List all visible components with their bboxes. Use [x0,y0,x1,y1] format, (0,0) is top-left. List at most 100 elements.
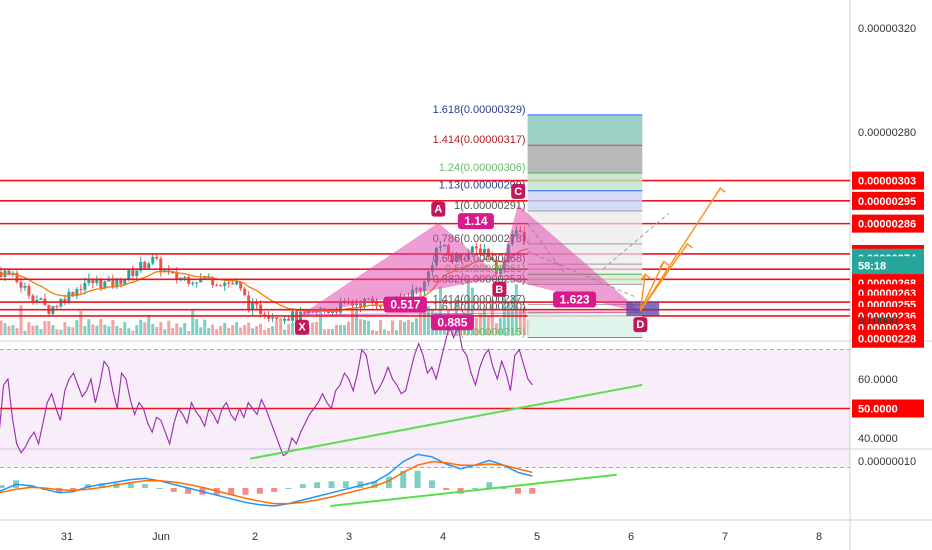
harmonic-point-label: X [298,322,306,334]
macd-histogram-bar [314,482,321,488]
candle-body [27,285,31,296]
harmonic-point-label: A [434,204,442,216]
harmonic-point-badge [431,201,446,217]
volume-bar [219,326,223,335]
candle-body [63,298,67,303]
volume-bar [95,325,99,335]
volume-bar [382,329,386,335]
volume-bar [267,328,271,335]
volume-bar [59,329,63,335]
candle-body [215,285,219,287]
volume-bar [482,309,486,335]
price-tag-label: 0.00000286 [858,219,916,231]
volume-bar [75,320,79,335]
volume-bar [255,326,259,335]
time-axis-tick: 5 [534,531,540,543]
macd-histogram-bar [142,484,149,488]
candle-body [195,282,199,284]
volume-bar [283,329,287,335]
candle-body [23,285,27,288]
candle-body [179,277,183,279]
volume-bar [151,323,155,335]
price-tag [852,214,924,233]
candle-body [55,306,59,308]
macd-histogram-bar [400,470,407,488]
volume-bar [215,329,219,335]
volume-bar [175,323,179,335]
fib-diagonal [602,213,669,270]
price-tag-label: 0.00000303 [858,176,916,188]
macd-histogram-bar [357,481,364,488]
candle-body [139,261,143,271]
harmonic-point-badge [492,281,507,297]
volume-bar [231,325,235,335]
volume-bar [275,320,279,335]
volume-bar [47,321,51,335]
candle-body [143,261,147,269]
volume-bar [39,329,43,335]
volume-bar [191,308,195,335]
macd-histogram-bar [70,488,77,490]
macd-histogram-bar [228,488,235,495]
time-axis-tick: 4 [440,531,446,543]
candle-body [474,246,478,249]
macd-line [0,453,533,507]
candle-body [123,278,127,285]
volume-bar [147,315,151,335]
volume-bar [87,319,91,335]
volume-bar [359,319,363,335]
volume-bar [363,319,367,335]
candle-body [239,281,243,289]
volume-bar [139,319,143,335]
volume-bar [422,308,426,335]
time-axis-tick: 2 [252,531,258,543]
volume-bar [291,323,295,335]
projection-arrowhead [682,242,693,251]
volume-bar [31,325,35,335]
volume-bar [247,322,251,335]
volume-bar [470,287,474,335]
candle-body [223,282,227,286]
candle-body [155,256,159,259]
price-tag [852,191,924,210]
macd-axis-tick: 0.00000010 [858,456,916,468]
volume-bar [394,330,398,335]
candle-body [486,248,490,258]
volume-bar [111,320,115,335]
harmonic-ratio-label: 1.623 [560,293,590,307]
volume-bar [83,326,87,335]
candle-body [359,303,363,307]
volume-bar [167,320,171,335]
price-tag-label: 0.00000295 [858,196,916,208]
macd-histogram-bar [170,488,177,492]
time-axis-tick: 7 [722,531,728,543]
volume-bar [490,299,494,335]
harmonic-ratio-label: 0.517 [390,298,420,312]
macd-histogram-bar [414,470,421,488]
volume-bar [311,322,315,335]
volume-bar [123,322,127,335]
candle-body [374,302,378,307]
volume-bar [243,325,247,335]
harmonic-ratio-badge [553,291,597,308]
candle-body [35,300,39,302]
candle-body [327,311,331,314]
volume-bar [223,322,227,335]
volume-bar [287,324,291,335]
volume-bar [386,330,390,335]
candle-body [378,306,382,308]
volume-bar [91,324,95,335]
candle-body [75,289,79,297]
harmonic-ratio-label: 0.885 [437,315,467,329]
price-axis-tick: 0.00000320 [858,23,916,35]
harmonic-point-label: D [636,319,644,331]
volume-bar [371,329,374,335]
candle-body [207,277,211,279]
candle-body [151,256,155,264]
candle-body [482,248,486,255]
time-axis-tick: Jun [152,531,170,543]
macd-histogram-bar [242,488,249,495]
candle-body [15,272,19,283]
macd-histogram-bar [285,488,292,489]
candle-body [147,263,151,269]
